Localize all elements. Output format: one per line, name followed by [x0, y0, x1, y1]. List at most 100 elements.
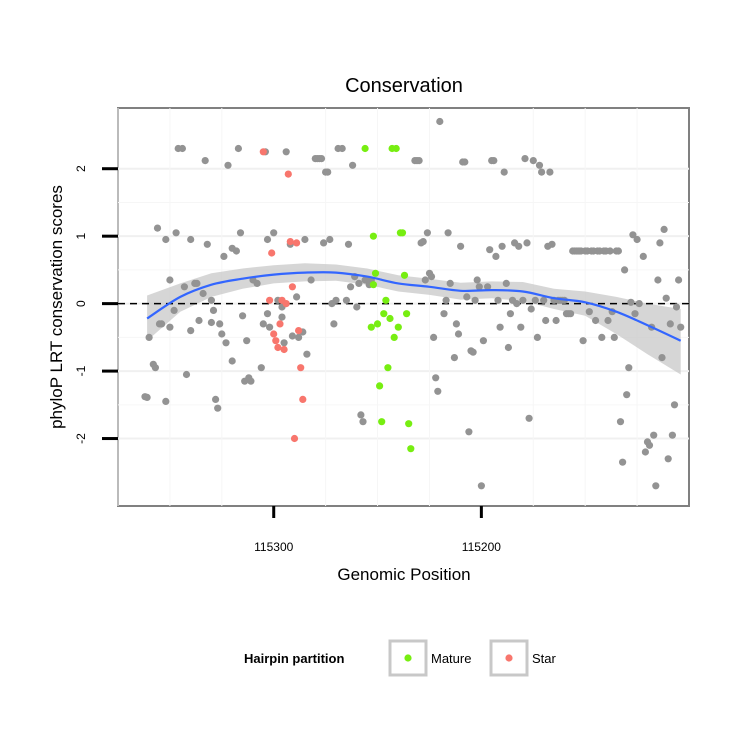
point-other [282, 148, 290, 156]
point-other [531, 296, 539, 304]
point-other [538, 168, 546, 176]
point-other [303, 350, 311, 358]
point-other [477, 482, 485, 490]
point-other [535, 161, 544, 169]
point-other [625, 364, 633, 372]
point-star [297, 364, 305, 372]
point-other [521, 155, 529, 163]
point-other [656, 239, 664, 247]
point-other [450, 354, 458, 362]
point-star [270, 330, 278, 338]
point-other [523, 239, 531, 247]
point-other [199, 289, 207, 298]
point-other [635, 300, 643, 308]
point-other [670, 401, 679, 409]
point-other [288, 332, 296, 340]
point-other [494, 296, 502, 304]
y-axis: 2 1 0 -1 -2 [74, 165, 118, 444]
point-mature [390, 333, 398, 341]
point-other [529, 157, 537, 165]
legend-swatch [505, 654, 513, 662]
chart-title: Conservation [345, 75, 463, 97]
point-other [427, 273, 436, 281]
point-other [457, 242, 465, 250]
point-mature [361, 144, 369, 153]
point-other [639, 252, 647, 260]
point-other [342, 296, 350, 304]
point-other [263, 310, 272, 318]
point-other [151, 364, 159, 372]
point-other [218, 330, 226, 338]
legend-swatch [404, 654, 412, 662]
point-other [652, 482, 660, 490]
point-other [222, 339, 230, 347]
point-other [232, 247, 240, 255]
point-other [668, 431, 677, 439]
point-other [660, 225, 668, 233]
smooth-confidence-ribbon [147, 263, 681, 375]
point-other [158, 320, 166, 328]
point-other [473, 276, 481, 284]
legend-label: Star [532, 651, 557, 666]
point-other [214, 404, 222, 412]
point-other [475, 283, 483, 291]
point-other [498, 242, 506, 250]
point-other [504, 343, 512, 352]
y-tick-label: 2 [74, 165, 88, 172]
point-other [502, 279, 510, 287]
point-mature [369, 281, 377, 289]
point-other [162, 397, 170, 405]
point-other [209, 306, 218, 314]
point-mature [373, 320, 382, 328]
point-other [419, 238, 427, 246]
point-other [567, 310, 575, 318]
point-star [280, 345, 288, 354]
point-other [675, 276, 683, 284]
point-other [270, 229, 278, 237]
point-other [247, 377, 255, 385]
point-other [220, 252, 228, 260]
point-other [484, 283, 492, 291]
point-other [465, 428, 473, 436]
point-other [479, 337, 487, 345]
point-star [268, 249, 276, 257]
point-other [461, 158, 469, 166]
point-other [436, 117, 444, 126]
point-other [253, 279, 261, 287]
point-other [500, 168, 508, 176]
point-other [143, 393, 151, 401]
point-mature [405, 420, 413, 428]
point-mature [403, 310, 411, 318]
point-other [415, 157, 423, 165]
point-other [527, 305, 535, 313]
point-other [326, 235, 334, 244]
smooth-fit-line [146, 271, 682, 342]
legend-entry-star: Star [489, 639, 557, 677]
point-other [454, 330, 463, 338]
point-other [506, 310, 514, 318]
point-mature [371, 269, 380, 277]
point-other [515, 242, 523, 250]
point-other [180, 283, 188, 291]
point-other [592, 316, 600, 325]
point-other [444, 229, 452, 237]
point-other [236, 229, 245, 237]
point-other [330, 320, 338, 328]
point-star [299, 395, 307, 403]
point-other [216, 320, 224, 328]
point-other [627, 298, 635, 306]
point-other [182, 370, 191, 379]
point-other [641, 448, 650, 456]
point-star [286, 238, 294, 246]
point-star [290, 434, 299, 443]
point-other [239, 312, 247, 320]
y-tick-label: 0 [74, 300, 88, 307]
point-other [278, 313, 286, 321]
point-other [432, 374, 440, 382]
point-other [153, 224, 162, 232]
point-other [324, 168, 332, 176]
point-other [207, 296, 215, 304]
point-other [355, 279, 363, 287]
point-other [203, 240, 211, 248]
